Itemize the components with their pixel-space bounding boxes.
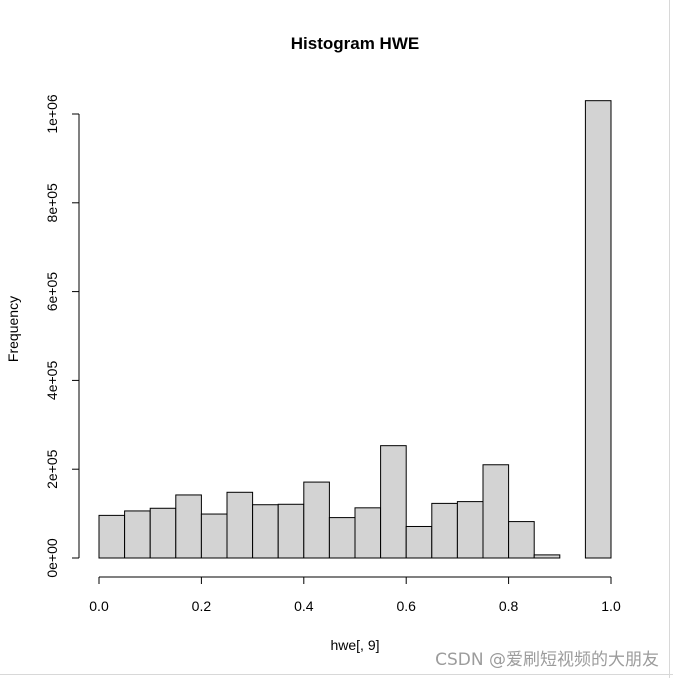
- histogram-bar: [456, 501, 484, 559]
- histogram-bar: [252, 504, 279, 559]
- histogram-bar: [431, 502, 458, 559]
- histogram-bar: [354, 507, 382, 559]
- histogram-bar: [328, 517, 356, 559]
- y-tick-label: 6e+05: [44, 272, 60, 312]
- histogram-bar: [405, 525, 433, 559]
- y-tick-label: 4e+05: [44, 361, 60, 401]
- watermark-text: CSDN @爱刷短视频的大朋友: [435, 650, 659, 670]
- y-tick-label: 2e+05: [44, 449, 60, 489]
- histogram-bar: [380, 445, 407, 559]
- histogram-bar: [533, 554, 561, 559]
- x-tick-label: 0.0: [89, 598, 109, 614]
- frame-edge-right: [669, 0, 670, 678]
- y-tick-label: 1e+06: [44, 94, 60, 134]
- chart-title: Histogram HWE: [291, 34, 419, 53]
- histogram-bar: [584, 100, 612, 559]
- histogram-bar: [98, 514, 126, 559]
- bars-group: [98, 100, 612, 559]
- x-tick-label: 0.4: [294, 598, 314, 614]
- x-tick-label: 0.8: [499, 598, 519, 614]
- histogram-bar: [277, 503, 305, 559]
- histogram-bar: [124, 510, 151, 559]
- y-tick-label: 8e+05: [44, 183, 60, 223]
- histogram-bar: [482, 464, 510, 559]
- histogram-bar: [226, 491, 254, 559]
- x-axis-label: hwe[, 9]: [330, 637, 379, 653]
- histogram-bar: [508, 521, 535, 559]
- x-axis: 0.0 0.2 0.4 0.6 0.8 1.0: [89, 576, 621, 614]
- x-tick-label: 1.0: [601, 598, 621, 614]
- y-axis: 0e+00 2e+05 4e+05 6e+05 8e+05 1e+06: [44, 94, 80, 578]
- frame-edge-bottom: [0, 674, 673, 675]
- histogram-bar: [303, 481, 330, 559]
- y-tick-label: 0e+00: [44, 538, 60, 578]
- histogram-bar: [149, 507, 177, 559]
- y-axis-label: Frequency: [5, 296, 21, 362]
- histogram-bar: [175, 494, 202, 559]
- histogram-bar: [200, 513, 228, 559]
- x-tick-label: 0.2: [192, 598, 212, 614]
- x-tick-label: 0.6: [396, 598, 416, 614]
